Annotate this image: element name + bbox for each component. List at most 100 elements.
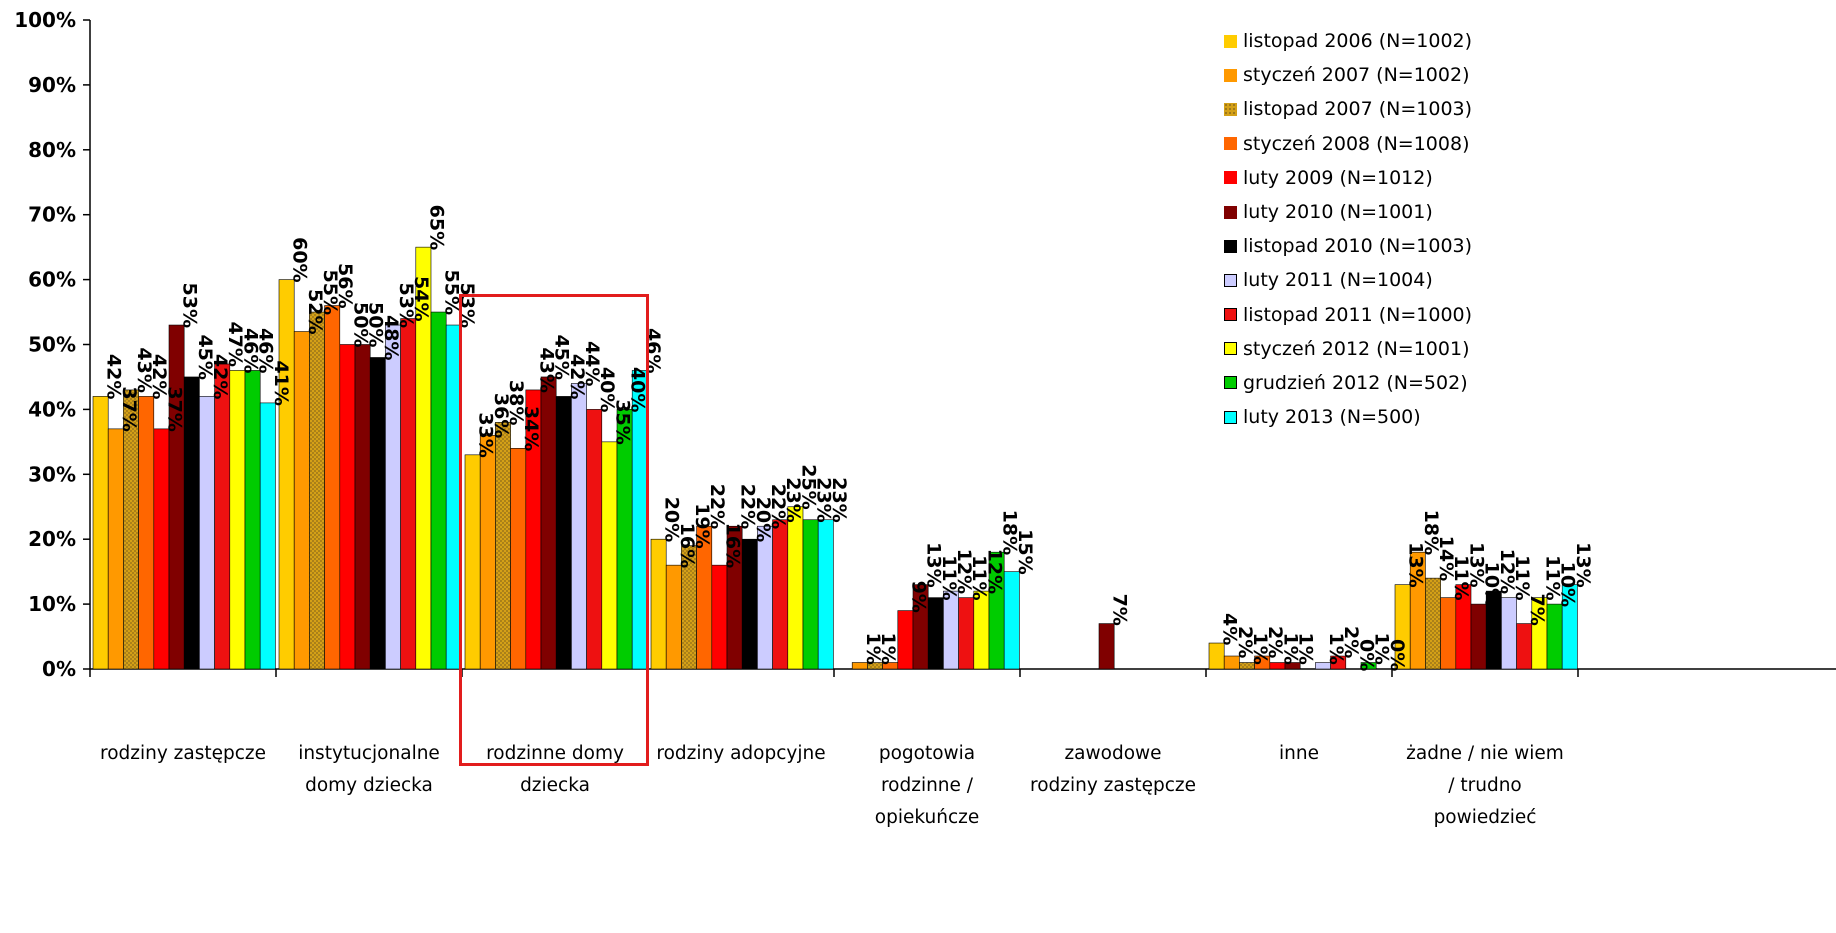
bar [1516, 623, 1533, 670]
data-label: 65% [425, 205, 447, 250]
data-label: 23% [828, 477, 850, 522]
bar [757, 525, 773, 670]
data-label: 19% [691, 503, 713, 548]
bar [943, 590, 959, 670]
bar [1440, 597, 1457, 670]
data-label: 53% [456, 283, 478, 328]
legend-swatch [1224, 239, 1237, 253]
bar [665, 564, 682, 670]
legend-label: styczeń 2012 (N=1001) [1243, 337, 1470, 360]
bar [229, 370, 246, 670]
data-label: 43% [133, 347, 155, 392]
bar [1546, 603, 1563, 670]
data-label: 34% [520, 406, 542, 451]
category-label-line: rodzinne domy [486, 743, 624, 764]
legend-label: listopad 2007 (N=1003) [1243, 98, 1473, 121]
data-label: 42% [103, 354, 125, 399]
data-label: 11% [968, 555, 990, 600]
category-label-line: rodzinne / [880, 775, 974, 796]
bar [711, 564, 728, 670]
data-label: 16% [721, 523, 743, 568]
bar [199, 396, 215, 670]
category-label: żadne / nie wiem / trudno powiedzieć [1392, 738, 1578, 834]
data-label: 56% [334, 263, 356, 308]
data-label: 9% [907, 581, 929, 613]
data-label: 53% [179, 283, 201, 328]
bar [385, 324, 401, 670]
data-label: 36% [490, 393, 512, 438]
data-label: 42% [209, 354, 231, 399]
bar [309, 311, 325, 670]
bar [897, 610, 914, 670]
data-label: 46% [642, 328, 664, 373]
legend-item: styczeń 2008 (N=1008) [1224, 127, 1472, 161]
data-label: 23% [813, 477, 835, 522]
bar [183, 376, 200, 670]
bar [92, 396, 109, 670]
legend-item: listopad 2007 (N=1003) [1224, 92, 1472, 126]
data-label: 4% [1219, 613, 1241, 645]
category-label-line: / trudno [1448, 775, 1522, 796]
data-label: 40% [627, 367, 649, 412]
data-label: 53% [395, 283, 417, 328]
data-label: 46% [255, 328, 277, 373]
bar [817, 519, 834, 670]
data-label: 22% [767, 484, 789, 529]
data-label: 7% [1526, 594, 1548, 626]
data-label: 14% [1435, 536, 1457, 581]
bar [339, 344, 356, 670]
legend-swatch [1224, 308, 1237, 322]
data-label: 45% [194, 334, 216, 379]
data-label: 0% [1355, 639, 1377, 671]
data-label: 18% [1420, 510, 1442, 555]
bar [168, 324, 185, 670]
data-label: 60% [289, 237, 311, 282]
data-label: 37% [163, 386, 185, 431]
data-label: 18% [999, 510, 1021, 555]
bar [510, 448, 527, 670]
legend-item: styczeń 2012 (N=1001) [1224, 332, 1472, 366]
legend-label: listopad 2010 (N=1003) [1243, 235, 1473, 258]
y-tick-label: 100% [14, 8, 76, 32]
category-label-line: żadne / nie wiem [1406, 743, 1564, 764]
category-label: rodzinne domy dziecka [462, 738, 648, 802]
bar [802, 519, 819, 670]
y-tick-label: 30% [28, 462, 76, 486]
y-tick-label: 90% [28, 73, 76, 97]
data-label: 25% [797, 464, 819, 509]
legend-swatch [1224, 137, 1237, 151]
bar [650, 538, 667, 670]
data-label: 13% [1405, 542, 1427, 587]
data-label: 1% [1279, 633, 1301, 665]
legend-label: listopad 2006 (N=1002) [1243, 30, 1473, 53]
data-label: 54% [410, 276, 432, 321]
bar [571, 383, 587, 670]
legend-swatch [1224, 34, 1237, 48]
legend-swatch [1224, 273, 1237, 287]
data-label: 55% [441, 270, 463, 315]
data-label: 46% [239, 328, 261, 373]
bar [1098, 623, 1115, 670]
legend-item: luty 2009 (N=1012) [1224, 161, 1472, 195]
data-label: 22% [737, 484, 759, 529]
data-label: 48% [380, 315, 402, 360]
legend-item: styczeń 2007 (N=1002) [1224, 58, 1472, 92]
legend-swatch [1224, 342, 1237, 356]
bar [601, 441, 618, 670]
bar [616, 409, 633, 670]
bar [400, 318, 417, 670]
data-label: 1% [1325, 633, 1347, 665]
legend-label: grudzień 2012 (N=502) [1243, 371, 1468, 394]
bar [464, 454, 481, 670]
legend-label: luty 2010 (N=1001) [1243, 201, 1433, 224]
bar [741, 538, 758, 670]
data-label: 42% [566, 354, 588, 399]
category-label-line: zawodowe [1064, 743, 1162, 764]
legend-swatch [1224, 171, 1237, 185]
bar [1561, 584, 1578, 670]
data-label: 1% [1371, 633, 1393, 665]
category-label-line: inne [1279, 743, 1319, 764]
bar [153, 428, 170, 670]
legend-item: listopad 2011 (N=1000) [1224, 298, 1472, 332]
